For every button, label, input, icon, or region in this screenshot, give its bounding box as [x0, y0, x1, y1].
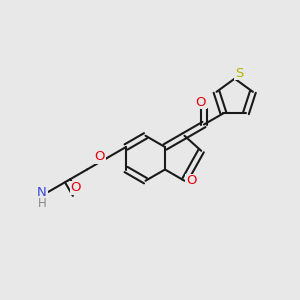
Text: O: O — [196, 96, 206, 109]
Text: O: O — [70, 181, 81, 194]
Text: N: N — [37, 186, 47, 199]
Text: O: O — [186, 174, 196, 187]
Text: O: O — [95, 150, 105, 163]
Text: S: S — [235, 67, 243, 80]
Text: H: H — [38, 197, 46, 210]
